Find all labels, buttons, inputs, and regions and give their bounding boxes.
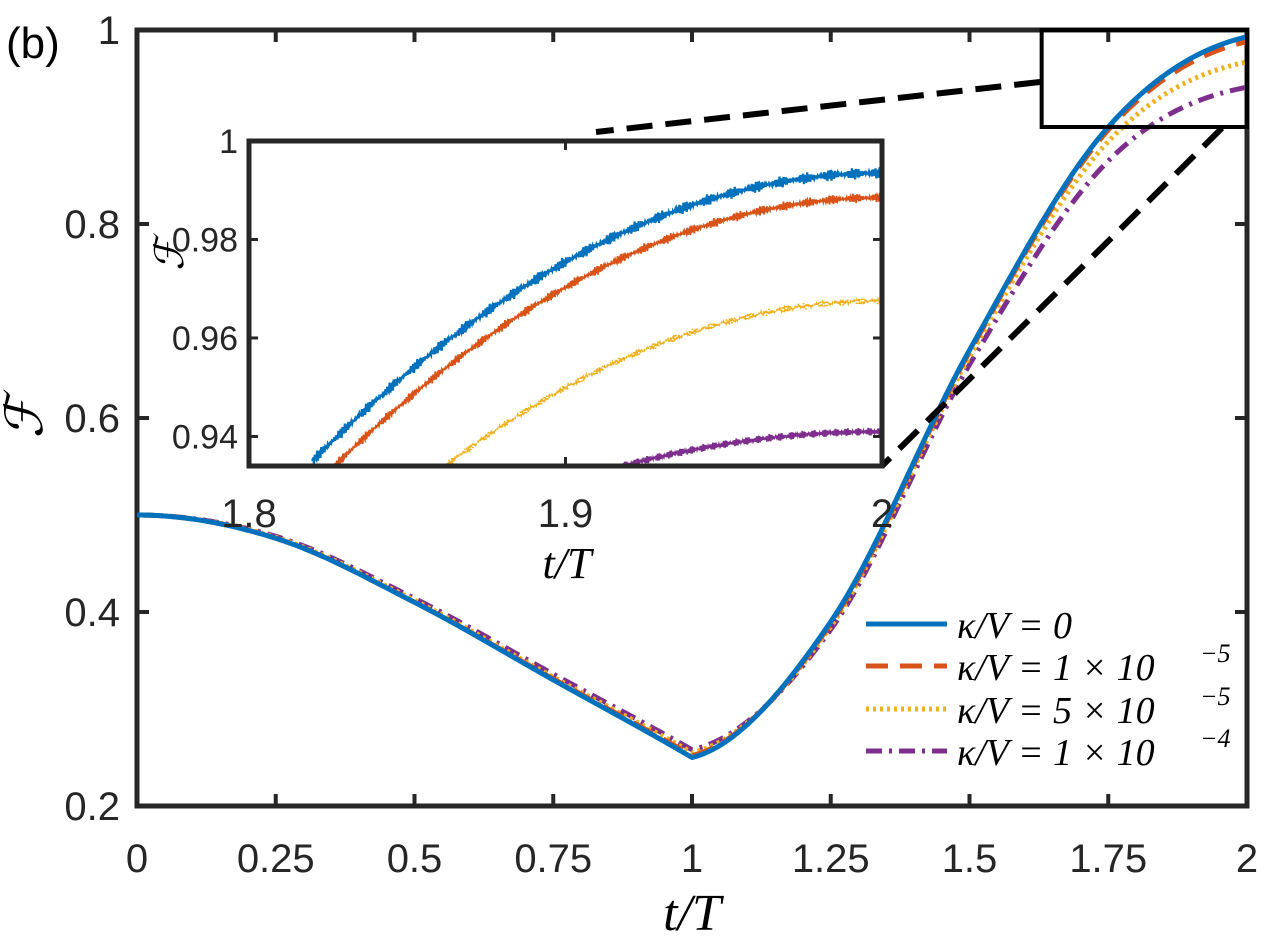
x-tick-label: 1.75 [1069, 837, 1147, 881]
inset-series-line-3 [621, 427, 882, 466]
inset-x-axis-label: t/T [543, 539, 595, 588]
legend: κ/V = 0κ/V = 1 × 10 −5κ/V = 5 × 10 −5κ/V =… [866, 605, 1231, 774]
x-tick-label: 1.25 [792, 837, 870, 881]
main-lines [136, 34, 1248, 760]
x-tick-label: 0.75 [514, 837, 592, 881]
x-tick-label: 1 [681, 837, 703, 881]
x-tick-label: 0 [126, 837, 148, 881]
x-tick-label: 2 [1236, 837, 1258, 881]
legend-label-3: κ/V = 1 × 10 [957, 732, 1155, 774]
x-tick-label: 1.5 [942, 837, 998, 881]
zoom-box [1039, 28, 1250, 129]
zoom-marker [595, 28, 1250, 469]
inset-x-tick-label: 1.8 [221, 492, 277, 536]
inset-lines [311, 167, 882, 466]
x-tick-label: 0.25 [237, 837, 315, 881]
legend-exponent-1: −5 [1200, 639, 1231, 668]
inset-y-tick-label: 0.98 [172, 221, 238, 259]
y-tick-label: 0.4 [64, 591, 120, 635]
inset-series-line-0 [311, 167, 882, 465]
y-tick-label: 0.8 [64, 203, 120, 247]
inset-y-tick-label: 0.94 [172, 418, 238, 456]
legend-exponent-3: −4 [1200, 724, 1231, 753]
x-axis-label: t/T [663, 885, 724, 942]
zoom-connector-top [595, 79, 1041, 135]
zoom-connector-bottom [879, 125, 1225, 469]
inset-series-line-2 [444, 296, 882, 466]
y-tick-label: 0.6 [64, 397, 120, 441]
y-tick-label: 0.2 [64, 785, 120, 829]
main-axes: 0 0.25 0.5 0.75 1 1.25 1.5 1.75 20.20.40.60.81t/… [0, 9, 1258, 942]
inset-y-tick-label: 0.96 [172, 320, 238, 358]
y-tick-label: 1 [98, 9, 120, 53]
inset-background [249, 141, 882, 466]
legend-label-1: κ/V = 1 × 10 [957, 647, 1155, 689]
y-axis-label: ℱ [0, 389, 54, 438]
legend-exponent-2: −5 [1200, 682, 1231, 711]
inset-series-line-1 [333, 191, 882, 466]
inset-x-tick-label: 2 [871, 492, 893, 536]
inset-y-tick-label: 1 [219, 123, 238, 161]
panel-label: (b) [6, 19, 60, 68]
series-line-0 [136, 34, 1248, 760]
legend-label-2: κ/V = 5 × 10 [957, 690, 1155, 732]
inset-x-tick-label: 1.9 [538, 492, 594, 536]
legend-label-0: κ/V = 0 [957, 605, 1072, 647]
x-tick-label: 0.5 [387, 837, 443, 881]
